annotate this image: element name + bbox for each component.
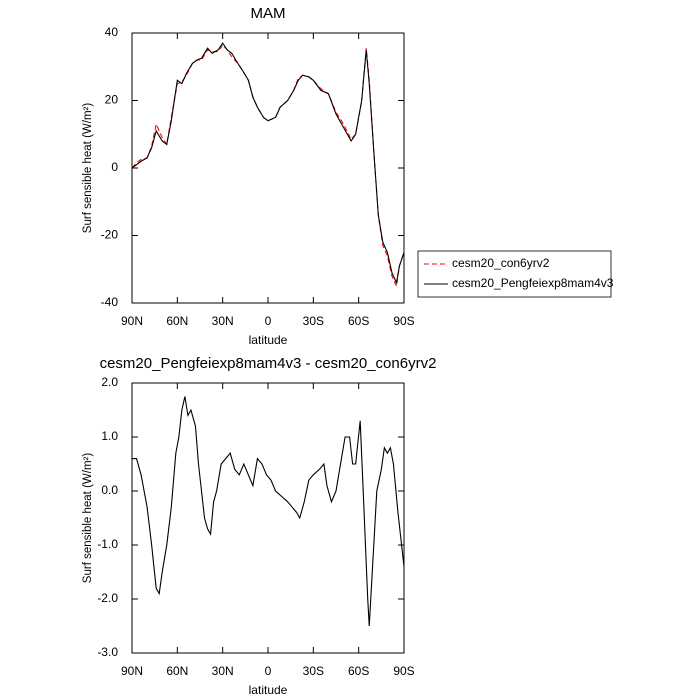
y-tick-label: -40 bbox=[101, 295, 119, 309]
y-tick-label: 20 bbox=[105, 93, 119, 107]
x-tick-label: 60S bbox=[348, 314, 369, 328]
y-tick-label: -2.0 bbox=[97, 591, 118, 605]
y-tick-label: -1.0 bbox=[97, 537, 118, 551]
legend-box bbox=[417, 250, 612, 298]
y-tick-label: -20 bbox=[101, 228, 119, 242]
x-tick-label: 30S bbox=[303, 314, 324, 328]
x-tick-label: 90N bbox=[121, 314, 143, 328]
x-tick-label: 0 bbox=[265, 314, 272, 328]
x-axis-label: latitude bbox=[249, 333, 288, 347]
x-tick-label: 30N bbox=[212, 664, 234, 678]
y-tick-label: -3.0 bbox=[97, 645, 118, 659]
plot-frame bbox=[131, 382, 405, 654]
x-tick-label: 90N bbox=[121, 664, 143, 678]
x-tick-label: 90S bbox=[393, 314, 414, 328]
chart-title: cesm20_Pengfeiexp8mam4v3 - cesm20_con6yr… bbox=[100, 355, 437, 372]
plot-frame bbox=[131, 32, 405, 304]
y-tick-label: 40 bbox=[105, 25, 119, 39]
x-tick-label: 60N bbox=[166, 664, 188, 678]
legend-label: cesm20_con6yrv2 bbox=[452, 256, 550, 270]
x-tick-label: 0 bbox=[265, 664, 272, 678]
x-tick-label: 30S bbox=[303, 664, 324, 678]
y-tick-label: 0 bbox=[111, 160, 118, 174]
x-axis-label: latitude bbox=[249, 683, 288, 697]
y-axis-label: Surf sensible heat (W/m²) bbox=[82, 103, 94, 234]
x-tick-label: 90S bbox=[393, 664, 414, 678]
x-tick-label: 60N bbox=[166, 314, 188, 328]
legend-label: cesm20_Pengfeiexp8mam4v3 bbox=[452, 276, 614, 290]
y-axis-label: Surf sensible heat (W/m²) bbox=[82, 453, 94, 584]
y-tick-label: 2.0 bbox=[101, 375, 118, 389]
y-tick-label: 0.0 bbox=[101, 483, 118, 497]
chart-title: MAM bbox=[251, 5, 286, 22]
x-tick-label: 30N bbox=[212, 314, 234, 328]
y-tick-label: 1.0 bbox=[101, 429, 118, 443]
data-line bbox=[131, 42, 405, 285]
x-tick-label: 60S bbox=[348, 664, 369, 678]
data-line bbox=[132, 396, 405, 627]
